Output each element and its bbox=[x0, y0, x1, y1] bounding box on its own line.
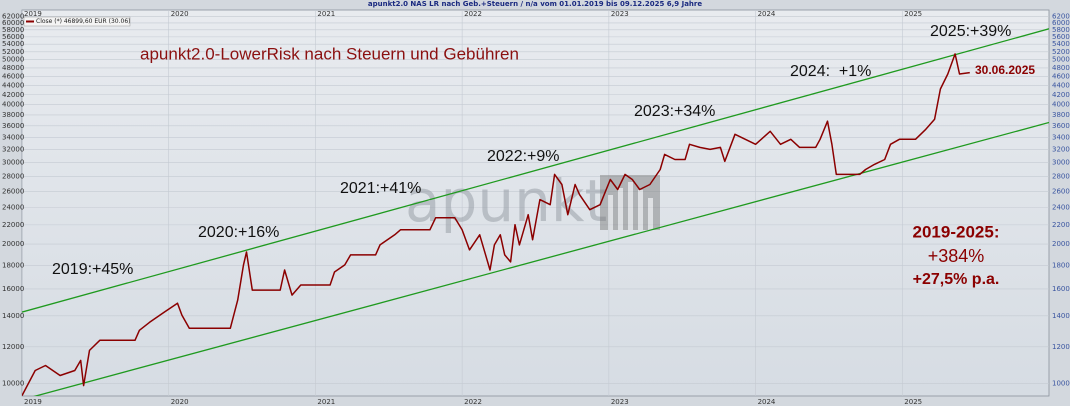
x-tick-label: 2022 bbox=[464, 398, 482, 406]
y-tick-label-right: 14000 bbox=[1052, 312, 1070, 320]
y-tick-label-right: 10000 bbox=[1052, 380, 1070, 388]
annotation: 30.06.2025 bbox=[975, 63, 1035, 77]
y-tick-label-right: 32000 bbox=[1052, 145, 1070, 153]
watermark-logo bbox=[600, 175, 660, 230]
y-tick-label-right: 44000 bbox=[1052, 81, 1070, 89]
y-tick-label: 14000 bbox=[2, 312, 24, 320]
y-tick-label-right: 12000 bbox=[1052, 343, 1070, 351]
price-line bbox=[22, 53, 970, 396]
annotation: 2019:+45% bbox=[52, 261, 133, 278]
x-tick-label-top: 2024 bbox=[758, 10, 776, 18]
y-tick-label: 50000 bbox=[2, 56, 24, 64]
annotation: 2019-2025: bbox=[913, 222, 1000, 241]
annotation: 2023:+34% bbox=[634, 103, 715, 120]
legend-label: Close (*) 46899,60 EUR (30.06) bbox=[36, 18, 131, 25]
y-tick-label: 54000 bbox=[2, 40, 24, 48]
y-tick-label: 42000 bbox=[2, 91, 24, 99]
y-tick-label-right: 24000 bbox=[1052, 203, 1070, 211]
annotation: +384% bbox=[928, 246, 985, 266]
y-tick-label-right: 60000 bbox=[1052, 19, 1070, 27]
y-tick-label: 28000 bbox=[2, 172, 24, 180]
y-tick-label: 24000 bbox=[2, 203, 24, 211]
y-tick-label: 20000 bbox=[2, 240, 24, 248]
channel-line bbox=[33, 121, 1049, 396]
watermark: apunkt bbox=[405, 167, 607, 235]
y-tick-label: 38000 bbox=[2, 111, 24, 119]
y-tick-label-right: 50000 bbox=[1052, 56, 1070, 64]
y-tick-label: 58000 bbox=[2, 26, 24, 34]
y-tick-label: 60000 bbox=[2, 19, 24, 27]
x-tick-label-top: 2022 bbox=[464, 10, 482, 18]
y-tick-label-right: 26000 bbox=[1052, 187, 1070, 195]
y-tick-label: 32000 bbox=[2, 145, 24, 153]
legend bbox=[23, 16, 131, 27]
y-tick-label-right: 62000 bbox=[1052, 12, 1070, 20]
y-tick-label: 30000 bbox=[2, 158, 24, 166]
y-tick-label: 44000 bbox=[2, 81, 24, 89]
y-tick-label-right: 30000 bbox=[1052, 158, 1070, 166]
x-tick-label: 2024 bbox=[758, 398, 776, 406]
y-tick-label: 10000 bbox=[2, 380, 24, 388]
subtitle: apunkt2.0-LowerRisk nach Steuern und Geb… bbox=[140, 44, 519, 63]
y-tick-label: 46000 bbox=[2, 72, 24, 80]
y-tick-label-right: 16000 bbox=[1052, 285, 1070, 293]
y-tick-label-right: 58000 bbox=[1052, 26, 1070, 34]
annotation: 2020:+16% bbox=[198, 224, 279, 241]
y-tick-label-right: 28000 bbox=[1052, 172, 1070, 180]
y-tick-label: 12000 bbox=[2, 343, 24, 351]
y-tick-label: 48000 bbox=[2, 64, 24, 72]
y-tick-label-right: 46000 bbox=[1052, 72, 1070, 80]
x-tick-label-top: 2023 bbox=[611, 10, 629, 18]
y-tick-label-right: 34000 bbox=[1052, 133, 1070, 141]
y-tick-label-right: 42000 bbox=[1052, 91, 1070, 99]
chart-title: apunkt2.0 NAS LR nach Geb.+Steuern / n/a… bbox=[368, 0, 702, 8]
annotation: 2024: +1% bbox=[790, 63, 871, 80]
y-tick-label-right: 20000 bbox=[1052, 240, 1070, 248]
y-tick-label: 52000 bbox=[2, 48, 24, 56]
y-tick-label: 36000 bbox=[2, 122, 24, 130]
annotation: +27,5% p.a. bbox=[913, 271, 1000, 288]
annotation: 2025:+39% bbox=[930, 23, 1011, 40]
y-tick-label-right: 36000 bbox=[1052, 122, 1070, 130]
x-tick-label-top: 2020 bbox=[171, 10, 189, 18]
x-tick-label: 2020 bbox=[171, 398, 189, 406]
y-tick-label-right: 40000 bbox=[1052, 101, 1070, 109]
x-tick-label-top: 2019 bbox=[24, 10, 42, 18]
x-tick-label-top: 2025 bbox=[904, 10, 922, 18]
y-tick-label-right: 56000 bbox=[1052, 33, 1070, 41]
y-tick-label: 62000 bbox=[2, 12, 24, 20]
annotation: 2021:+41% bbox=[340, 180, 421, 197]
y-tick-label: 34000 bbox=[2, 133, 24, 141]
channel-line bbox=[22, 28, 1049, 313]
y-tick-label-right: 22000 bbox=[1052, 221, 1070, 229]
y-tick-label-right: 18000 bbox=[1052, 261, 1070, 269]
x-tick-label: 2023 bbox=[611, 398, 629, 406]
x-tick-label: 2021 bbox=[317, 398, 335, 406]
y-tick-label: 18000 bbox=[2, 261, 24, 269]
y-tick-label: 22000 bbox=[2, 221, 24, 229]
y-tick-label: 56000 bbox=[2, 33, 24, 41]
y-tick-label: 16000 bbox=[2, 285, 24, 293]
plot-area bbox=[21, 9, 1050, 397]
x-tick-label: 2025 bbox=[904, 398, 922, 406]
y-tick-label-right: 48000 bbox=[1052, 64, 1070, 72]
x-tick-label: 2019 bbox=[24, 398, 42, 406]
y-tick-label: 40000 bbox=[2, 101, 24, 109]
annotation: 2022:+9% bbox=[487, 148, 560, 165]
y-tick-label-right: 54000 bbox=[1052, 40, 1070, 48]
y-tick-label-right: 52000 bbox=[1052, 48, 1070, 56]
x-tick-label-top: 2021 bbox=[317, 10, 335, 18]
y-tick-label-right: 38000 bbox=[1052, 111, 1070, 119]
y-tick-label: 26000 bbox=[2, 187, 24, 195]
